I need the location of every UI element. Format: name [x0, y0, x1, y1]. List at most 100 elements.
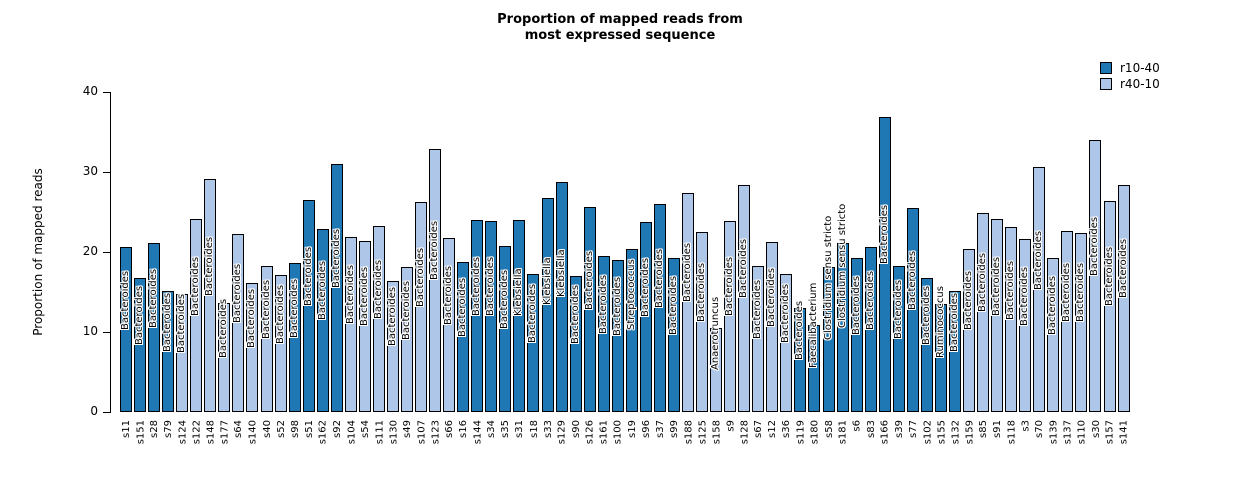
x-tick-label: s6 [851, 420, 863, 432]
x-tick-label: s51 [303, 420, 315, 438]
bar-s3: Bacteroides [1019, 239, 1032, 412]
bar-s79: Bacteroides [162, 291, 175, 412]
bar-taxon-label: Bacteroides [920, 286, 932, 346]
x-tick-label: s159 [964, 420, 975, 445]
x-tick-label: s118 [1006, 420, 1018, 445]
x-tick-label: s177 [219, 420, 231, 445]
bar-taxon-label: Bacteroides [991, 256, 1003, 316]
bar-taxon-label: Bacteroides [344, 265, 356, 325]
bar-taxon-label: Klebsiella [555, 249, 567, 298]
x-tick-label: s12 [767, 420, 779, 438]
bar-taxon-label: Bacteroides [120, 270, 131, 330]
x-tick-label: s67 [753, 420, 765, 438]
x-tick-label: s132 [949, 420, 961, 445]
bar-taxon-label: Bacteroides [1075, 263, 1087, 323]
bar-s110: Bacteroides [1075, 232, 1088, 412]
x-tick-label: s34 [486, 420, 498, 438]
x-tick-label: s129 [556, 420, 568, 445]
bar-s30: Bacteroides [1089, 140, 1102, 412]
legend-item-r40-10: r40-10 [1100, 76, 1160, 92]
bar-s157: Bacteroides [1103, 200, 1116, 412]
bar-s12: Bacteroides [766, 242, 779, 412]
bar-taxon-label: Klebsiella [513, 268, 525, 316]
bar-s158: Anaerotruncus [710, 297, 723, 412]
bar-s140: Bacteroides [246, 283, 259, 412]
y-tick-label: 10 [82, 324, 98, 338]
x-tick-label: s37 [654, 420, 666, 438]
bar-taxon-label: Bacteroides [246, 288, 258, 348]
bar-taxon-label: Bacteroides [443, 266, 455, 326]
bar-s35: Bacteroides [499, 245, 512, 412]
bar-s19: Streptococcus [625, 248, 638, 412]
bar-s49: Bacteroides [401, 267, 413, 412]
x-tick-label: s157 [1104, 420, 1116, 445]
bar-taxon-label: Bacteroides [752, 280, 764, 340]
x-tick-label: s107 [416, 420, 428, 445]
bar-s31: Klebsiella [513, 220, 526, 412]
x-tick-label: s54 [359, 420, 371, 438]
bar-s139: Bacteroides [1047, 257, 1060, 412]
bar-taxon-label: Bacteroides [1047, 275, 1059, 335]
x-tick-label: s3 [1020, 420, 1032, 432]
bar-taxon-label: Bacteroides [850, 276, 862, 336]
x-tick-label: s180 [809, 420, 821, 445]
bar-s125: Bacteroides [696, 232, 709, 412]
bar-s104: Bacteroides [344, 236, 357, 412]
bar-taxon-label: Bacteroides [358, 267, 370, 327]
x-tick-label: s161 [598, 420, 610, 445]
chart-title-line2: most expressed sequence [524, 28, 716, 43]
bar-s128: Bacteroides [738, 184, 751, 412]
x-tick-label: s91 [992, 420, 1004, 438]
x-tick-label: s130 [387, 420, 399, 445]
bar-taxon-label: Bacteroides [653, 248, 665, 308]
bar-taxon-label: Bacteroides [429, 221, 441, 281]
bar-s122: Bacteroides [190, 219, 203, 412]
x-tick-label: s139 [1048, 420, 1060, 445]
bar-taxon-label: Bacteroides [274, 284, 286, 344]
bar-taxon-label: Bacteroides [288, 278, 300, 338]
x-tick-label: s92 [331, 420, 343, 438]
bar-s123: Bacteroides [429, 148, 442, 412]
x-tick-label: s66 [444, 420, 456, 438]
bar-taxon-label: Bacteroides [457, 277, 469, 337]
bar-taxon-label: Bacteroides [204, 236, 216, 296]
bar-s119: Bacteroides [794, 301, 807, 412]
x-tick-label: s119 [795, 420, 807, 445]
bar-taxon-label: Bacteroides [148, 268, 160, 328]
bar-s118: Bacteroides [1005, 227, 1018, 412]
bar-s58: Clostridium sensu stricto [822, 215, 835, 412]
x-tick-label: s90 [570, 420, 582, 438]
x-tick-label: s33 [542, 420, 554, 438]
bar-s33: Klebsiella [541, 198, 554, 412]
legend-label-r40-10: r40-10 [1120, 77, 1160, 91]
bar-s100: Bacteroides [611, 260, 624, 412]
bar-taxon-label: Bacteroides [1103, 247, 1115, 307]
bar-taxon-label: Faecalibacterium [808, 283, 820, 369]
bar-s54: Bacteroides [358, 240, 371, 412]
bar-s51: Bacteroides [302, 200, 315, 412]
bar-s124: Bacteroides [176, 293, 189, 412]
bar-s188: Bacteroides [682, 192, 694, 412]
bar-s77: Bacteroides [906, 208, 919, 412]
x-tick-label: s148 [205, 420, 217, 445]
bar-taxon-label: Bacteroides [190, 256, 202, 316]
bar-s107: Bacteroides [415, 202, 428, 412]
x-tick-label: s111 [373, 420, 385, 445]
x-tick-label: s96 [640, 420, 652, 438]
bar-s181: Clostridium sensu stricto [836, 203, 849, 412]
bar-taxon-label: Bacteroides [780, 283, 792, 343]
bar-taxon-label: Bacteroides [499, 269, 511, 329]
x-tick-label: s36 [781, 420, 793, 438]
legend-swatch-r10-40 [1100, 62, 1112, 74]
x-tick-label: s35 [500, 420, 512, 438]
x-tick-label: s31 [514, 420, 526, 438]
y-tick-mark [103, 412, 110, 413]
bar-taxon-label: Bacteroides [639, 257, 651, 317]
x-tick-label: s77 [907, 420, 919, 438]
legend-item-r10-40: r10-40 [1100, 60, 1160, 76]
bar-taxon-label: Bacteroides [330, 228, 342, 288]
bar-taxon-label: Bacteroides [794, 300, 806, 360]
y-tick-label: 30 [82, 164, 98, 178]
bar-s130: Bacteroides [386, 280, 399, 412]
x-tick-label: s166 [879, 420, 891, 445]
